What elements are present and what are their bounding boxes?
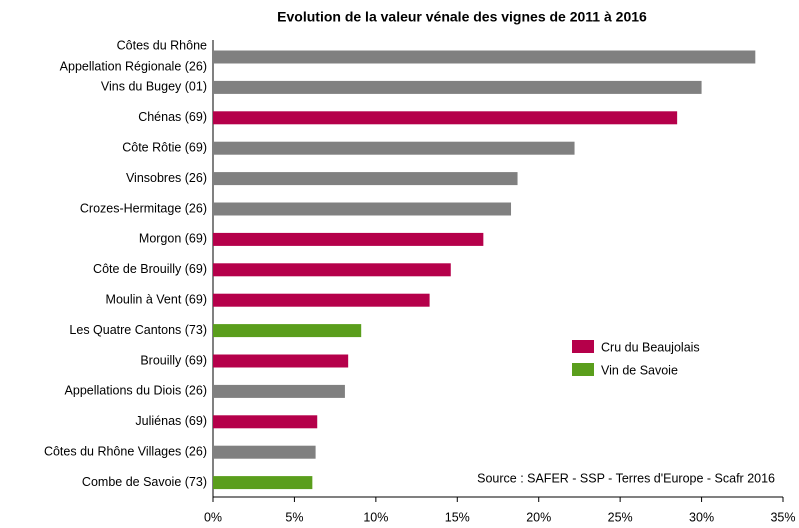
label-line: Appellation Régionale (26) [60,60,207,74]
y-tick-label: Crozes-Hermitage (26) [80,201,207,215]
x-tick-label: 5% [285,510,303,524]
bar [213,111,678,125]
legend-swatch [572,363,594,376]
bar [213,80,702,94]
y-tick-label: Vins du Bugey (01) [101,80,207,94]
bar [213,202,512,216]
legend-label: Cru du Beaujolais [601,340,700,354]
bar [213,232,484,246]
x-tick-label: 10% [363,510,388,524]
y-tick-label: Côtes du Rhône Villages (26) [44,444,207,458]
bar [213,384,345,398]
source-note: Source : SAFER - SSP - Terres d'Europe -… [477,471,775,485]
bar [213,293,430,307]
chart-title: Evolution de la valeur vénale des vignes… [277,9,647,25]
bar [213,263,451,277]
bar [213,141,575,155]
x-tick-label: 20% [526,510,551,524]
y-tick-label: Juliénas (69) [135,414,207,428]
y-tick-label: Les Quatre Cantons (73) [69,323,207,337]
y-tick-label: Brouilly (69) [140,353,207,367]
bar [213,50,756,64]
bar [213,476,313,490]
y-tick-label: Vinsobres (26) [126,171,207,185]
y-tick-label: Appellations du Diois (26) [65,384,207,398]
x-tick-label: 35% [770,510,795,524]
x-tick-label: 0% [204,510,222,524]
legend-label: Vin de Savoie [601,363,678,377]
y-tick-label: Côte Rôtie (69) [122,140,207,154]
legend-swatch [572,340,594,353]
y-tick-label: Côtes du Rhône Appellation Régionale (26) [60,39,207,74]
y-tick-label: Côte de Brouilly (69) [93,262,207,276]
y-tick-label: Moulin à Vent (69) [106,292,207,306]
bar [213,172,518,186]
y-tick-label: Morgon (69) [139,232,207,246]
y-tick-label: Combe de Savoie (73) [82,475,207,489]
x-tick-label: 30% [689,510,714,524]
y-tick-label: Chénas (69) [138,110,207,124]
bar [213,415,318,429]
label-line: Côtes du Rhône [117,39,207,53]
bar [213,324,362,338]
bar [213,445,316,459]
x-tick-label: 15% [445,510,470,524]
bar [213,354,349,368]
x-tick-label: 25% [608,510,633,524]
